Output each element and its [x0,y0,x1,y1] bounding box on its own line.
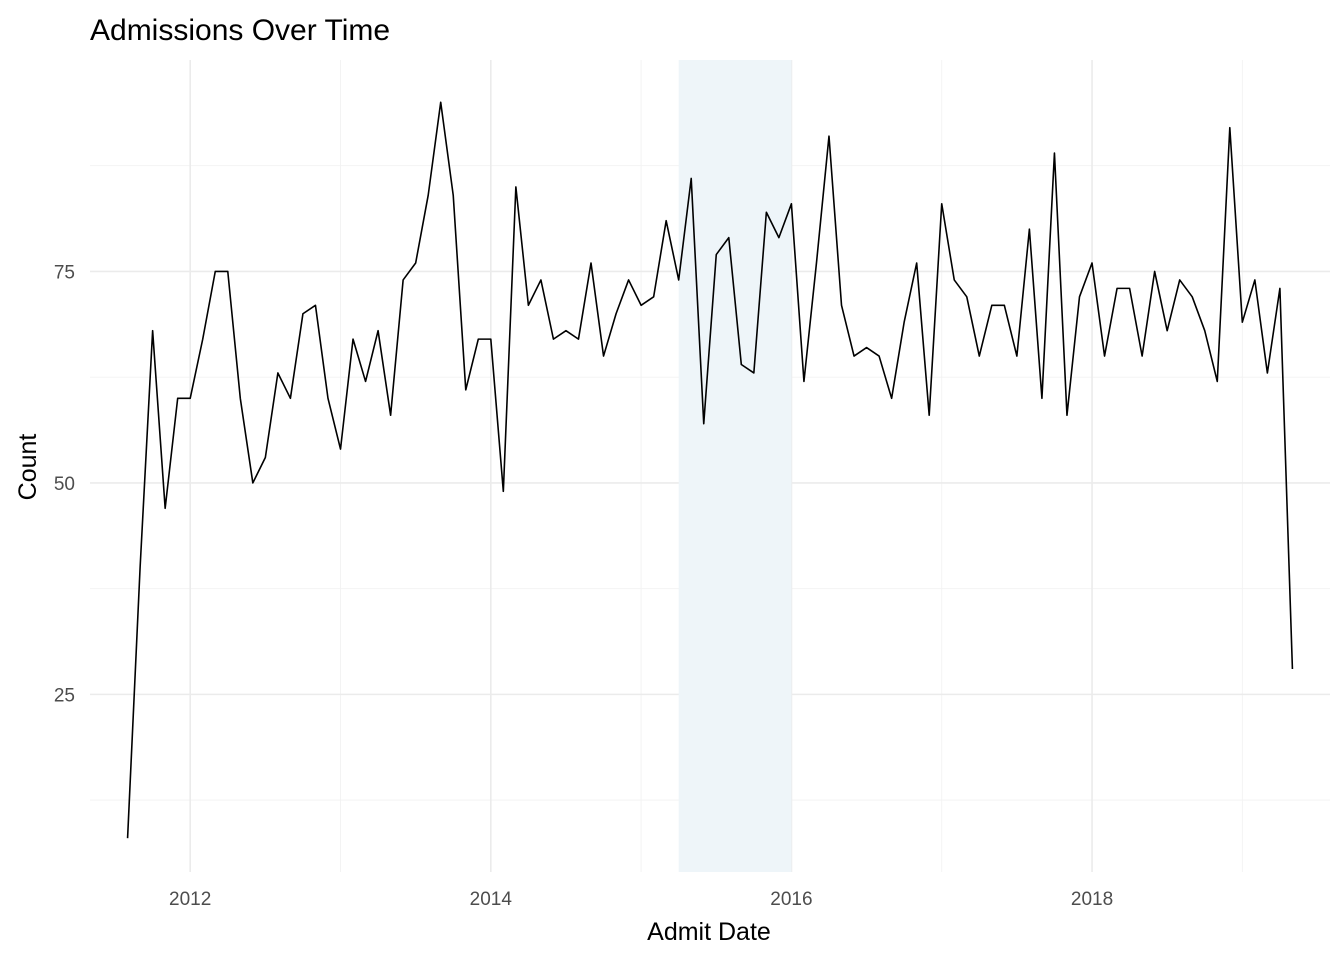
highlight-band [678,60,792,872]
x-tick-label: 2016 [770,889,812,910]
x-tick-label: 2012 [169,889,211,910]
y-tick-label: 75 [54,262,75,283]
series-line [126,101,1294,839]
x-axis-tick-labels: 2012 2014 2016 2018 [169,889,1113,910]
y-tick-label: 50 [54,474,75,495]
x-tick-label: 2018 [1071,889,1113,910]
x-tick-label: 2014 [470,889,513,910]
chart-title: Admissions Over Time [90,14,390,47]
y-tick-label: 25 [54,685,75,706]
y-axis-title: Count [14,434,42,501]
x-axis-title: Admit Date [647,918,771,946]
y-axis-tick-labels: 25 50 75 [54,262,75,706]
